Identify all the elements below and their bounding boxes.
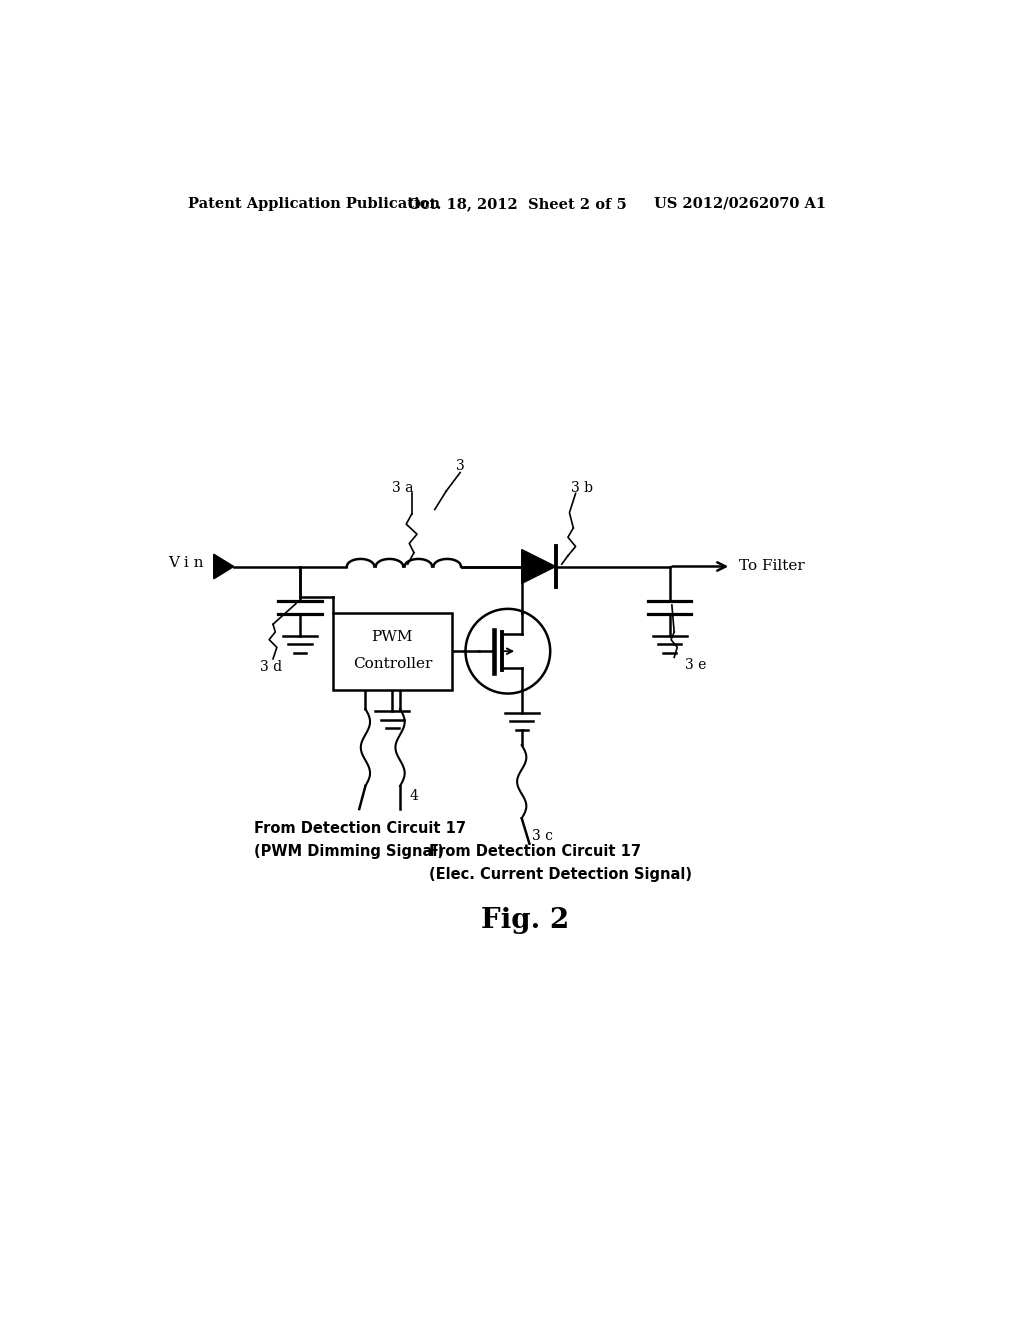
Text: 3 c: 3 c xyxy=(532,829,554,843)
Polygon shape xyxy=(521,549,556,583)
Text: Oct. 18, 2012  Sheet 2 of 5: Oct. 18, 2012 Sheet 2 of 5 xyxy=(408,197,627,211)
Text: 3 e: 3 e xyxy=(685,659,707,672)
Text: 3 d: 3 d xyxy=(260,660,282,673)
Text: From Detection Circuit 17: From Detection Circuit 17 xyxy=(429,843,641,859)
Bar xyxy=(333,612,453,689)
Text: (PWM Dimming Signal): (PWM Dimming Signal) xyxy=(254,843,443,859)
Text: Controller: Controller xyxy=(352,656,432,671)
Text: 3 b: 3 b xyxy=(571,480,593,495)
Text: Fig. 2: Fig. 2 xyxy=(480,907,569,935)
Text: US 2012/0262070 A1: US 2012/0262070 A1 xyxy=(654,197,826,211)
Text: 3 a: 3 a xyxy=(392,480,414,495)
Text: 3: 3 xyxy=(456,459,465,474)
Text: From Detection Circuit 17: From Detection Circuit 17 xyxy=(254,821,466,836)
Text: PWM: PWM xyxy=(372,631,413,644)
Polygon shape xyxy=(214,554,233,579)
Text: To Filter: To Filter xyxy=(739,560,805,573)
Text: Patent Application Publication: Patent Application Publication xyxy=(188,197,440,211)
Text: V i n: V i n xyxy=(168,556,204,570)
Text: (Elec. Current Detection Signal): (Elec. Current Detection Signal) xyxy=(429,867,692,882)
Text: 4: 4 xyxy=(410,789,418,803)
